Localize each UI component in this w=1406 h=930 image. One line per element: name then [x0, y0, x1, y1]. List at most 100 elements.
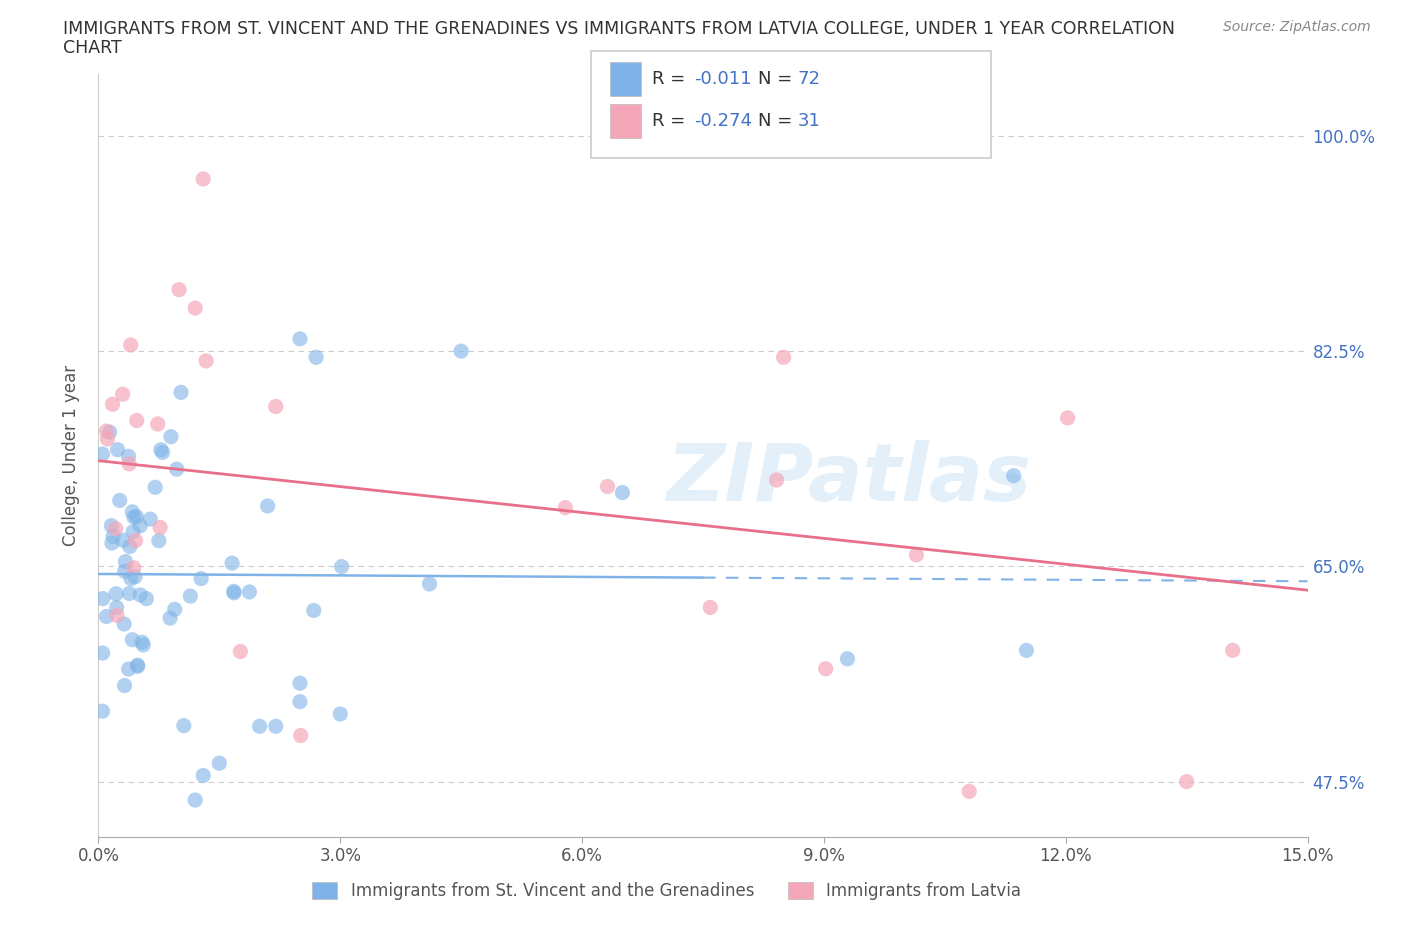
Point: [184, 300, 207, 315]
Point: [256, 498, 278, 513]
Point: [108, 493, 131, 508]
Point: [193, 768, 215, 783]
Point: [554, 500, 576, 515]
Point: [193, 171, 215, 186]
Point: [111, 387, 134, 402]
Point: [179, 589, 201, 604]
Point: [117, 449, 139, 464]
Point: [143, 480, 166, 495]
Point: [238, 585, 260, 600]
Point: [905, 548, 928, 563]
Point: [173, 718, 195, 733]
Point: [105, 608, 128, 623]
Point: [184, 792, 207, 807]
Point: [814, 661, 837, 676]
Point: [124, 569, 146, 584]
Point: [772, 350, 794, 365]
Point: [124, 533, 146, 548]
Point: [111, 533, 134, 548]
Point: [699, 600, 721, 615]
Point: [118, 661, 141, 676]
Point: [1056, 410, 1078, 425]
Point: [149, 520, 172, 535]
Point: [160, 430, 183, 445]
Point: [100, 518, 122, 533]
Point: [166, 461, 188, 476]
Point: [112, 617, 135, 631]
Point: [837, 651, 859, 666]
Text: ZIPatlas: ZIPatlas: [665, 440, 1031, 518]
Point: [96, 432, 118, 446]
Point: [114, 564, 136, 578]
Point: [302, 603, 325, 618]
Point: [1015, 643, 1038, 658]
Point: [190, 571, 212, 586]
Point: [148, 533, 170, 548]
Point: [222, 585, 245, 600]
Point: [96, 609, 118, 624]
Point: [249, 719, 271, 734]
Point: [149, 443, 172, 458]
Point: [139, 512, 162, 526]
Point: [957, 784, 980, 799]
Point: [122, 525, 145, 539]
Point: [114, 678, 136, 693]
Point: [118, 539, 141, 554]
Point: [107, 442, 129, 457]
Point: [118, 457, 141, 472]
Point: [98, 425, 121, 440]
Point: [101, 536, 124, 551]
Point: [146, 417, 169, 432]
Point: [132, 638, 155, 653]
Point: [105, 600, 128, 615]
Point: [125, 413, 148, 428]
Text: Source: ZipAtlas.com: Source: ZipAtlas.com: [1223, 20, 1371, 34]
Text: N =: N =: [758, 70, 797, 88]
Point: [159, 611, 181, 626]
Point: [330, 559, 353, 574]
Point: [127, 658, 149, 673]
Point: [91, 446, 114, 461]
Point: [612, 485, 634, 500]
Point: [208, 756, 231, 771]
Point: [288, 676, 311, 691]
Point: [125, 510, 148, 525]
Point: [288, 695, 311, 710]
Point: [170, 385, 193, 400]
Point: [129, 588, 152, 603]
Point: [222, 584, 245, 599]
Text: IMMIGRANTS FROM ST. VINCENT AND THE GRENADINES VS IMMIGRANTS FROM LATVIA COLLEGE: IMMIGRANTS FROM ST. VINCENT AND THE GREN…: [63, 20, 1175, 38]
Point: [91, 704, 114, 719]
Point: [118, 586, 141, 601]
Point: [96, 424, 118, 439]
Point: [305, 350, 328, 365]
Point: [163, 602, 186, 617]
Text: N =: N =: [758, 112, 797, 130]
Point: [120, 571, 142, 586]
Point: [131, 635, 153, 650]
Text: CHART: CHART: [63, 39, 122, 57]
Point: [120, 338, 142, 352]
Text: 31: 31: [797, 112, 820, 130]
Point: [418, 577, 440, 591]
Text: -0.274: -0.274: [695, 112, 752, 130]
Text: -0.011: -0.011: [695, 70, 752, 88]
Point: [264, 719, 287, 734]
Point: [765, 472, 787, 487]
Point: [290, 728, 312, 743]
Point: [127, 658, 149, 672]
Point: [101, 397, 124, 412]
Point: [596, 479, 619, 494]
Y-axis label: College, Under 1 year: College, Under 1 year: [62, 365, 80, 546]
Point: [288, 331, 311, 346]
Point: [135, 591, 157, 606]
Point: [121, 504, 143, 519]
Point: [122, 510, 145, 525]
Point: [450, 344, 472, 359]
Point: [103, 529, 125, 544]
Point: [114, 554, 136, 569]
Text: R =: R =: [652, 112, 692, 130]
Point: [91, 645, 114, 660]
Point: [122, 561, 145, 576]
Text: 72: 72: [797, 70, 820, 88]
